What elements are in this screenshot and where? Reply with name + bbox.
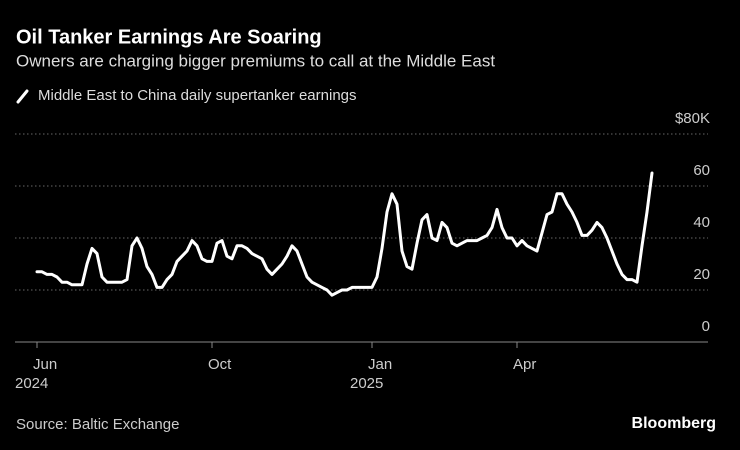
x-tick-label: Jun 2024	[15, 356, 57, 392]
legend-label: Middle East to China daily supertanker e…	[38, 87, 357, 104]
y-tick-label: 0	[702, 318, 710, 335]
brand: Bloomberg	[632, 415, 716, 432]
x-tick-label: Apr	[513, 356, 536, 373]
y-tick-label: $80K	[675, 110, 710, 127]
y-tick-label: 40	[693, 214, 710, 231]
x-tick-label-line: Apr	[513, 356, 536, 373]
chart-subtitle: Owners are charging bigger premiums to c…	[16, 51, 495, 70]
chart-title: Oil Tanker Earnings Are Soaring	[16, 26, 322, 48]
y-tick-label: 20	[693, 266, 710, 283]
x-tick-label: Jan 2025	[350, 356, 392, 392]
x-tick-label-line: Oct	[208, 356, 232, 373]
x-tick-label-line: 2025	[350, 375, 383, 392]
y-tick-label: 60	[693, 162, 710, 179]
x-tick-label-line: Jan	[368, 356, 392, 373]
legend-swatch	[16, 89, 29, 104]
data-line	[35, 171, 654, 297]
x-tick-label-line: Jun	[33, 356, 57, 373]
x-tick-label-line: 2024	[15, 375, 48, 392]
source: Source: Baltic Exchange	[16, 416, 179, 433]
x-tick-label: Oct	[208, 356, 232, 373]
